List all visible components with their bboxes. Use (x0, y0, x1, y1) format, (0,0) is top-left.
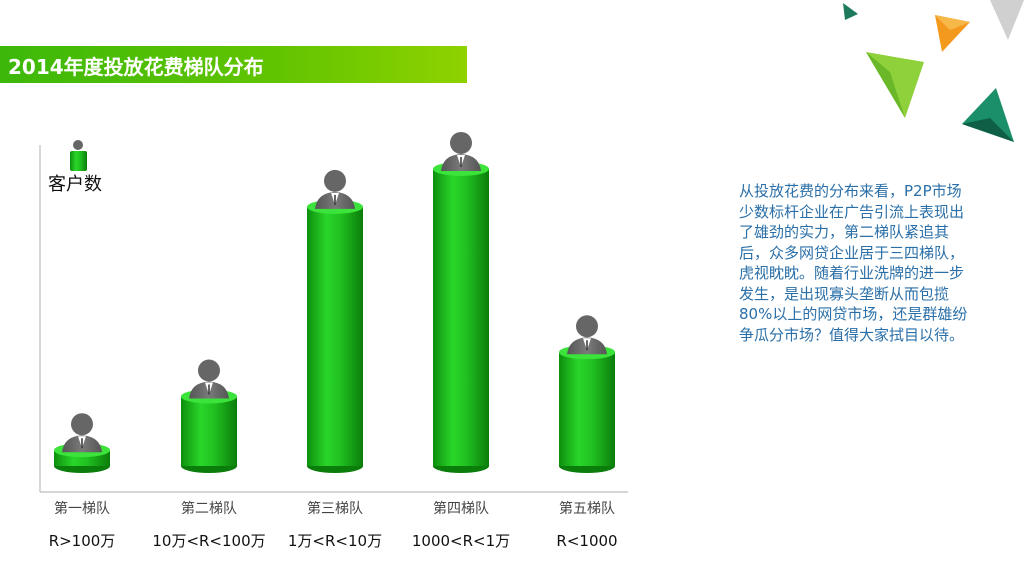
x-tick-label: 第二梯队 (181, 500, 237, 517)
bar-5 (559, 315, 615, 473)
bar-4 (433, 131, 489, 473)
x-tick-range-label: 10万<R<100万 (152, 532, 265, 550)
x-tick-label: 第三梯队 (307, 500, 363, 517)
person-icon (62, 413, 102, 453)
title-bar: 2014年度投放花费梯队分布 (0, 46, 467, 83)
page-title: 2014年度投放花费梯队分布 (8, 55, 264, 79)
bar-3 (307, 169, 363, 473)
x-tick-range-label: R<1000 (556, 532, 617, 550)
person-podium-icon (70, 140, 87, 171)
person-icon (315, 169, 355, 209)
x-tick-label: 第一梯队 (54, 500, 110, 517)
person-icon (567, 315, 607, 355)
commentary-text: 从投放花费的分布来看，P2P市场少数标杆企业在广告引流上表现出了雄劲的实力，第二… (739, 182, 968, 344)
x-tick-label: 第四梯队 (433, 500, 489, 517)
x-tick-range-label: R>100万 (49, 532, 116, 550)
bar-1 (54, 413, 110, 473)
x-tick-range-label: 1000<R<1万 (412, 532, 510, 550)
y-axis-label: 客户数 (48, 174, 102, 195)
decorative-triangles (843, 0, 1024, 142)
bar-2 (181, 359, 237, 473)
x-tick-label: 第五梯队 (559, 500, 615, 517)
person-icon (441, 131, 481, 171)
person-icon (189, 359, 229, 399)
x-tick-labels: 第一梯队 第二梯队 第三梯队 第四梯队 第五梯队 R>100万 10万<R<100万 1万<R… (49, 500, 618, 550)
x-tick-range-label: 1万<R<10万 (288, 532, 382, 550)
bar-series (54, 131, 615, 473)
